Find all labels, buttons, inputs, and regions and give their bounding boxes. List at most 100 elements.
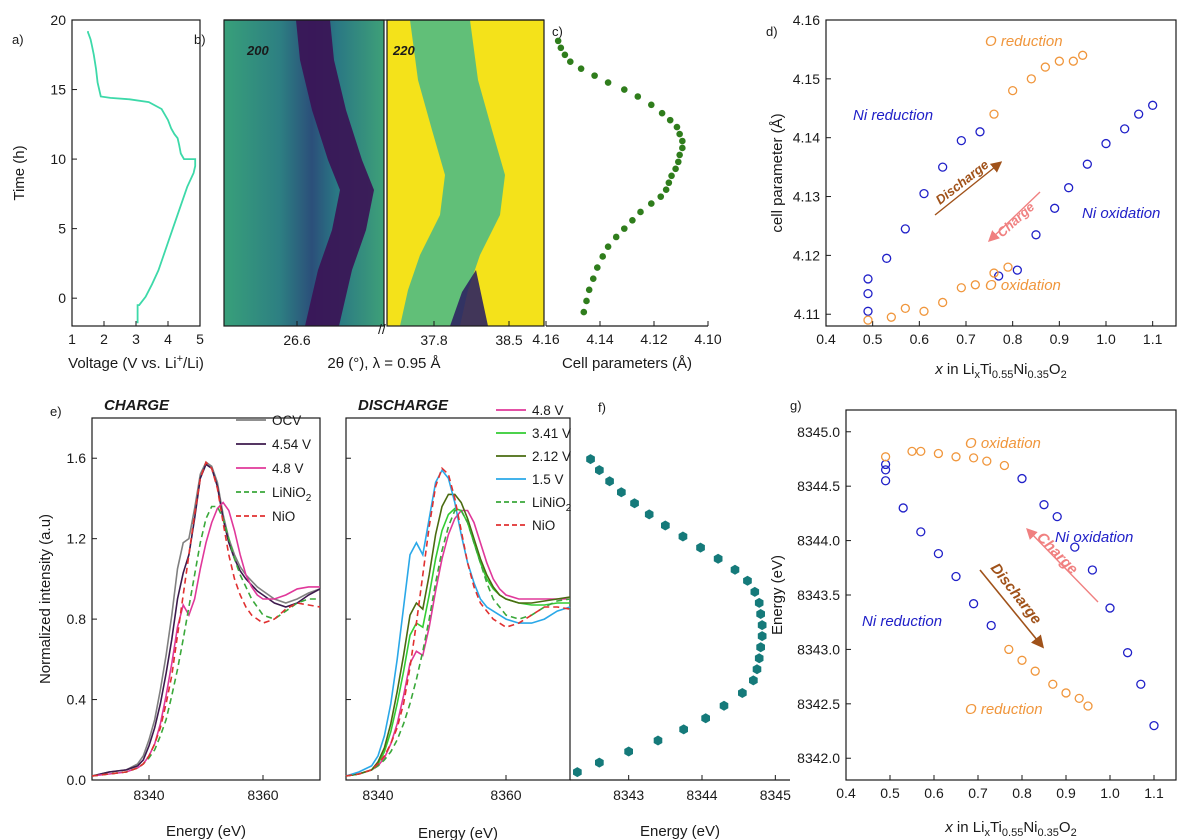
panel-f-xtick-label: 8344 <box>686 787 717 803</box>
panel-g-point-ni <box>951 571 961 582</box>
panel-c-xtick-label: 4.10 <box>694 331 721 347</box>
panel-d-annotation: Ni reduction <box>853 107 933 124</box>
panel-d-xtick-label: 1.1 <box>1143 331 1163 347</box>
panel-g-point-o <box>968 453 979 463</box>
panel-f-point <box>605 476 614 487</box>
panel-g-point-ni <box>1136 679 1146 689</box>
panel-d-xlabel: x in LixTi0.55Ni0.35O2 <box>934 361 1066 381</box>
panel-f-point <box>730 564 740 575</box>
panel-g-label: g) <box>790 398 802 413</box>
panel-e-charge-series-line <box>91 460 321 777</box>
panel-b-xtick-label: 26.6 <box>283 332 310 348</box>
panel-d-annotation: Charge <box>994 199 1037 240</box>
panel-e-discharge-xtick-label: 8360 <box>490 787 521 803</box>
panel-f-xtick-label: 8345 <box>760 787 791 803</box>
panel-d-ytick-label: 4.13 <box>793 189 820 205</box>
panel-d-point-ni <box>1031 230 1041 240</box>
panel-c-point <box>634 93 642 100</box>
panel-g-point-ni <box>1017 473 1027 484</box>
panel-g-point-ni <box>1070 542 1080 552</box>
panel-c-label: c) <box>552 24 563 39</box>
panel-b: b) 200 220 26.6 37.8 38.5 // 2θ (°), λ = 0.95 Å <box>194 19 545 372</box>
panel-g-point-o <box>1048 679 1058 689</box>
panel-g-point-ni <box>880 465 891 475</box>
panel-c-point <box>673 123 681 131</box>
panel-c-point <box>580 308 588 316</box>
panel-d-point-ni <box>882 253 892 263</box>
panel-d-point-ni <box>919 188 929 199</box>
panel-a-xlabel: Voltage (V vs. Li+/Li) <box>68 353 204 372</box>
panel-f-point <box>757 620 767 631</box>
panel-e-discharge-series-line <box>345 509 571 777</box>
panel-e-discharge-legend-label: 3.41 V <box>532 426 571 441</box>
panel-e-charge-xlabel: Energy (eV) <box>166 823 246 840</box>
panel-g-point-ni <box>1105 603 1115 613</box>
panel-e-discharge-xtick-label: 8340 <box>362 787 393 803</box>
panel-g-point-o <box>916 446 926 457</box>
panel-b-peak-band-200 <box>296 20 374 326</box>
panel-a-xtick-label: 3 <box>132 331 140 347</box>
panel-f: f) 8343 8344 8345 Energy (eV) <box>570 400 791 840</box>
panel-g-ylabel: Energy (eV) <box>769 555 786 635</box>
panel-g-point-o <box>1017 655 1027 665</box>
panel-a-ytick-label: 20 <box>50 12 66 28</box>
panel-g-xtick-label: 0.4 <box>836 785 856 801</box>
panel-e-charge-legend-label: OCV <box>272 413 301 428</box>
panel-e-ylabel: Normalized intensity (a.u) <box>37 514 54 684</box>
panel-f-point <box>756 642 765 653</box>
panel-a-xtick-label: 4 <box>164 331 172 347</box>
panel-d-ytick-label: 4.15 <box>793 71 820 87</box>
panel-d-annotation: Ni oxidation <box>1082 205 1160 222</box>
panel-c-point <box>604 243 612 251</box>
panel-d-point-o <box>886 312 896 322</box>
panel-b-label: b) <box>194 32 206 47</box>
panel-f-point <box>719 700 729 711</box>
panel-d-point-ni <box>900 224 910 234</box>
panel-a-ytick-label: 5 <box>58 221 66 237</box>
panel-g-point-o <box>907 446 917 457</box>
panel-d-point-o <box>1068 56 1078 66</box>
panel-a-ytick-label: 15 <box>50 82 66 98</box>
panel-e-charge: 8340 8360 0.0 0.4 0.8 1.2 1.6 CHARGE e) OCV 4.54 V… <box>37 397 321 840</box>
panel-g-ytick-label: 8343.5 <box>797 587 840 603</box>
panel-g-point-o <box>951 452 961 462</box>
panel-e-discharge-legend-label: 2.12 V <box>532 449 571 464</box>
panel-f-point <box>756 609 765 619</box>
panel-g-xtick-label: 1.1 <box>1144 785 1164 801</box>
panel-f-point <box>586 454 595 465</box>
panel-g-point-o <box>982 456 992 466</box>
panel-g-xtick-label: 0.7 <box>968 785 988 801</box>
panel-e-charge-series-line <box>91 505 320 777</box>
panel-e-charge-legend-label: 4.8 V <box>272 461 304 476</box>
panel-e-charge-series-line <box>91 501 320 777</box>
panel-d-xtick-label: 0.6 <box>910 331 930 347</box>
panel-f-point <box>617 487 626 498</box>
panel-g-ytick-label: 8344.0 <box>797 533 840 549</box>
panel-d-xtick-label: 0.4 <box>816 331 836 347</box>
panel-f-point <box>595 465 604 476</box>
panel-g-point-ni <box>1039 500 1049 510</box>
panel-e-discharge-legend-label: 1.5 V <box>532 472 564 487</box>
panel-f-point <box>754 597 764 608</box>
panel-f-point <box>679 724 688 735</box>
panel-c-point <box>585 286 593 294</box>
panel-d-xtick-label: 0.7 <box>956 331 976 347</box>
panel-d-point-o <box>919 306 929 316</box>
panel-c-point <box>629 216 636 224</box>
panel-c-point <box>583 297 590 305</box>
panel-e-charge-ytick-label: 0.0 <box>67 772 87 788</box>
panel-g-point-o <box>880 452 891 462</box>
panel-e-charge-xtick-label: 8360 <box>247 787 278 803</box>
panel-b-xtick-label: 37.8 <box>420 332 447 348</box>
panel-f-label: f) <box>598 400 606 415</box>
panel-d-point-o <box>1078 50 1088 60</box>
panel-d-charge-arrow <box>987 191 1041 242</box>
panel-d-xtick-label: 1.0 <box>1096 331 1116 347</box>
panel-g-point-o <box>999 460 1010 471</box>
panel-e-discharge-series-line <box>345 493 571 777</box>
panel-d-label: d) <box>766 24 778 39</box>
panel-c-point <box>567 58 574 66</box>
panel-e-charge-ytick-label: 1.2 <box>67 531 87 547</box>
panel-c-xtick-label: 4.12 <box>640 331 667 347</box>
panel-c-point <box>679 144 686 152</box>
